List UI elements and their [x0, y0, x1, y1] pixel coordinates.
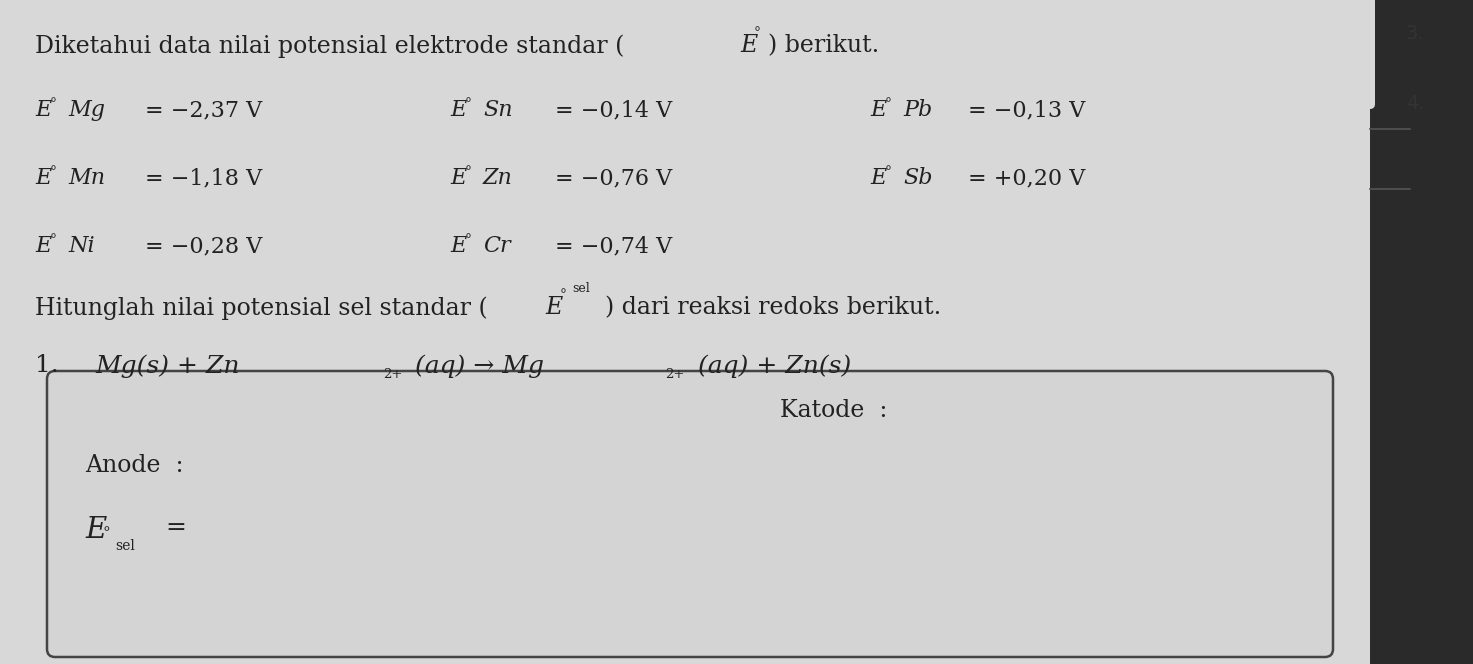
Text: E: E: [871, 167, 887, 189]
Text: sel: sel: [115, 539, 136, 553]
Text: °: °: [885, 165, 893, 179]
Text: = −0,13 V: = −0,13 V: [968, 99, 1086, 121]
Text: Cr: Cr: [483, 235, 511, 257]
Text: °: °: [754, 26, 762, 40]
Text: E: E: [871, 99, 887, 121]
Text: Zn: Zn: [483, 167, 513, 189]
Text: °: °: [465, 233, 471, 247]
Text: Sn: Sn: [483, 99, 513, 121]
Text: E: E: [35, 99, 52, 121]
Text: = −0,74 V: = −0,74 V: [555, 235, 672, 257]
Text: E: E: [449, 235, 467, 257]
Text: = −1,18 V: = −1,18 V: [144, 167, 262, 189]
Text: E: E: [449, 167, 467, 189]
Text: °: °: [50, 165, 57, 179]
Text: Mg(s) + Zn: Mg(s) + Zn: [94, 354, 240, 378]
Text: °: °: [103, 526, 110, 540]
Text: Diketahui data nilai potensial elektrode standar (: Diketahui data nilai potensial elektrode…: [35, 34, 625, 58]
Text: °: °: [50, 97, 57, 111]
Text: (aq) + Zn(s): (aq) + Zn(s): [698, 354, 851, 378]
FancyBboxPatch shape: [1245, 0, 1374, 109]
Text: °: °: [465, 165, 471, 179]
Text: E: E: [545, 296, 563, 319]
Text: = −0,28 V: = −0,28 V: [144, 235, 262, 257]
Text: 2+: 2+: [383, 368, 402, 381]
FancyBboxPatch shape: [0, 0, 1370, 664]
Text: = −2,37 V: = −2,37 V: [144, 99, 262, 121]
Text: 4.: 4.: [1405, 94, 1424, 113]
Text: °: °: [50, 233, 57, 247]
Text: Mg: Mg: [68, 99, 105, 121]
Text: Pb: Pb: [903, 99, 932, 121]
Text: sel: sel: [572, 282, 589, 295]
Text: ) berikut.: ) berikut.: [767, 34, 879, 57]
Text: °: °: [465, 97, 471, 111]
Text: 3.: 3.: [1405, 24, 1424, 43]
Text: Hitunglah nilai potensial sel standar (: Hitunglah nilai potensial sel standar (: [35, 296, 488, 319]
Text: Ni: Ni: [68, 235, 94, 257]
Text: Mn: Mn: [68, 167, 105, 189]
Text: Anode  :: Anode :: [85, 454, 184, 477]
Text: (aq) → Mg: (aq) → Mg: [415, 354, 544, 378]
Text: E: E: [739, 34, 757, 57]
Text: = −0,76 V: = −0,76 V: [555, 167, 672, 189]
Text: 1.: 1.: [35, 354, 59, 377]
Text: ) dari reaksi redoks berikut.: ) dari reaksi redoks berikut.: [605, 296, 941, 319]
Text: E: E: [35, 167, 52, 189]
Text: E: E: [449, 99, 467, 121]
Text: E: E: [85, 516, 106, 544]
Text: °: °: [560, 288, 567, 302]
Text: Sb: Sb: [903, 167, 932, 189]
Text: E: E: [35, 235, 52, 257]
Text: 2+: 2+: [664, 368, 685, 381]
Text: Katode  :: Katode :: [781, 399, 887, 422]
Text: °: °: [885, 97, 893, 111]
Text: = −0,14 V: = −0,14 V: [555, 99, 672, 121]
FancyBboxPatch shape: [1370, 0, 1473, 664]
Text: =: =: [165, 516, 186, 539]
FancyBboxPatch shape: [47, 371, 1333, 657]
Text: = +0,20 V: = +0,20 V: [968, 167, 1086, 189]
